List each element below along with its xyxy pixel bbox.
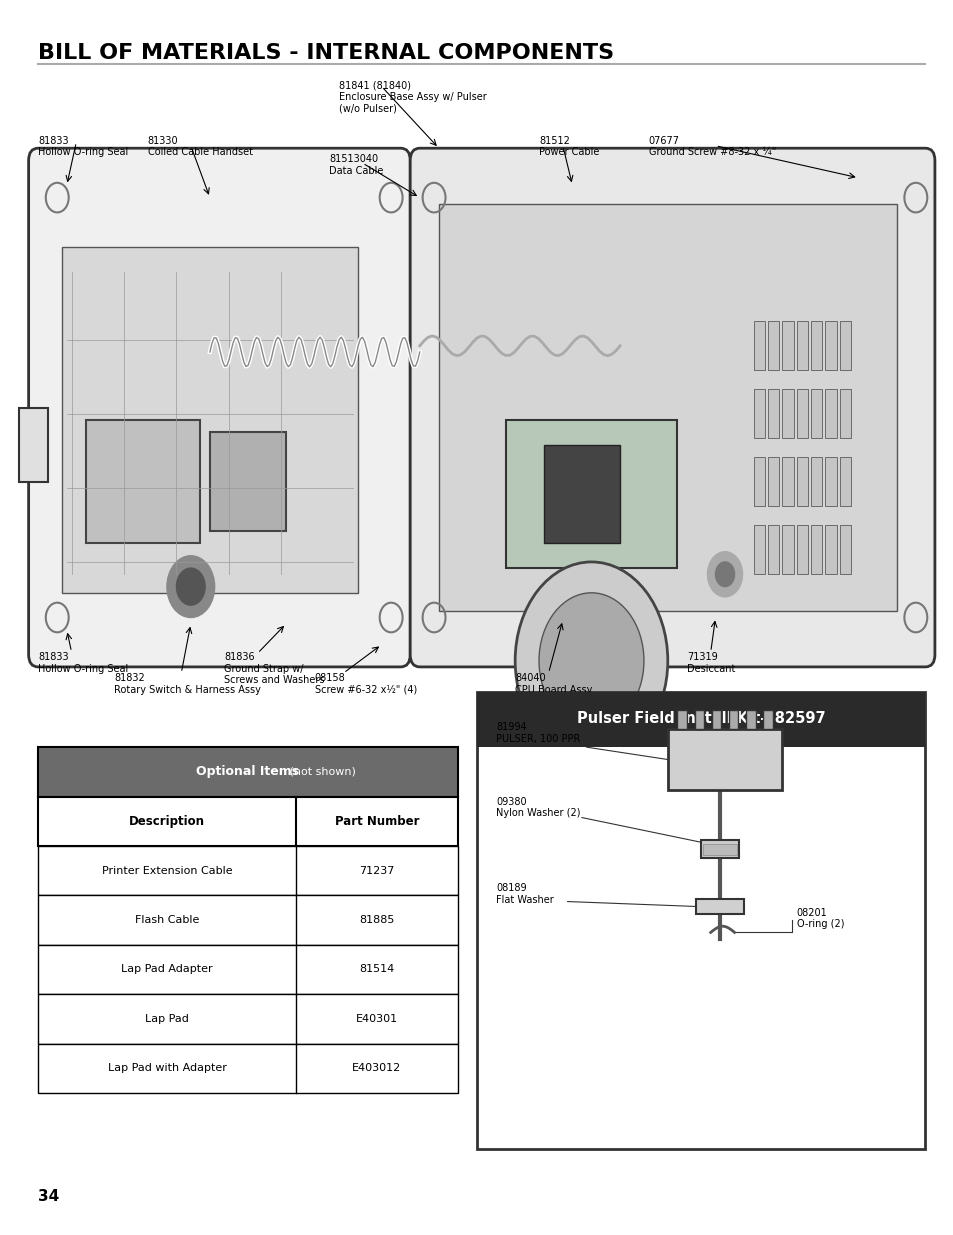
Bar bbox=[753, 321, 764, 370]
Bar bbox=[796, 321, 807, 370]
Text: 81512
Power Cable: 81512 Power Cable bbox=[538, 136, 598, 157]
Text: 81330
Coiled Cable Handset: 81330 Coiled Cable Handset bbox=[148, 136, 253, 157]
Text: Optional Items: Optional Items bbox=[196, 766, 299, 778]
Text: 81832
Rotary Switch & Harness Assy: 81832 Rotary Switch & Harness Assy bbox=[114, 673, 261, 694]
Bar bbox=[824, 321, 836, 370]
Text: 81513040
Data Cable: 81513040 Data Cable bbox=[329, 154, 383, 175]
Bar bbox=[438, 204, 896, 611]
Bar bbox=[781, 321, 793, 370]
Circle shape bbox=[707, 552, 741, 597]
Bar bbox=[810, 525, 821, 574]
FancyBboxPatch shape bbox=[410, 148, 934, 667]
FancyBboxPatch shape bbox=[29, 148, 410, 667]
Circle shape bbox=[538, 593, 643, 729]
Circle shape bbox=[515, 562, 667, 760]
Text: Pulser Field Install Kit—82597: Pulser Field Install Kit—82597 bbox=[577, 711, 824, 726]
Bar bbox=[711, 710, 720, 729]
Text: 71237: 71237 bbox=[358, 866, 395, 876]
Text: Printer Extension Cable: Printer Extension Cable bbox=[102, 866, 232, 876]
Bar bbox=[810, 457, 821, 506]
Bar bbox=[38, 797, 457, 846]
Text: E40301: E40301 bbox=[355, 1014, 397, 1024]
Bar bbox=[728, 710, 738, 729]
Bar bbox=[696, 899, 743, 914]
Bar bbox=[796, 525, 807, 574]
Bar bbox=[694, 710, 703, 729]
Bar bbox=[543, 445, 619, 543]
Circle shape bbox=[176, 568, 205, 605]
Text: Lap Pad with Adapter: Lap Pad with Adapter bbox=[108, 1063, 226, 1073]
Text: 84040
CPU Board Assy: 84040 CPU Board Assy bbox=[515, 673, 592, 694]
Bar bbox=[38, 994, 457, 1044]
Bar bbox=[796, 389, 807, 438]
Bar bbox=[839, 389, 850, 438]
Bar bbox=[19, 408, 48, 482]
Bar bbox=[824, 457, 836, 506]
Text: 71319
Desiccant: 71319 Desiccant bbox=[686, 652, 735, 673]
Bar bbox=[38, 1044, 457, 1093]
Bar bbox=[824, 389, 836, 438]
Text: BILL OF MATERIALS - INTERNAL COMPONENTS: BILL OF MATERIALS - INTERNAL COMPONENTS bbox=[38, 43, 614, 63]
Text: 07677
Ground Screw #8-32 x ¼": 07677 Ground Screw #8-32 x ¼" bbox=[648, 136, 776, 157]
Bar bbox=[210, 432, 286, 531]
Text: (not shown): (not shown) bbox=[286, 767, 355, 777]
Bar bbox=[476, 692, 924, 1149]
Text: 81841 (81840)
Enclosure Base Assy w/ Pulser
(w/o Pulser): 81841 (81840) Enclosure Base Assy w/ Pul… bbox=[338, 80, 486, 114]
Bar bbox=[767, 525, 779, 574]
Bar bbox=[839, 525, 850, 574]
Text: Pulser Field Install Kit—82597: Pulser Field Install Kit—82597 bbox=[577, 711, 824, 726]
Circle shape bbox=[715, 562, 734, 587]
Text: 08201
O-ring (2): 08201 O-ring (2) bbox=[796, 908, 843, 929]
Text: 09380
Nylon Washer (2): 09380 Nylon Washer (2) bbox=[496, 797, 580, 818]
Bar bbox=[38, 747, 457, 797]
Bar bbox=[86, 420, 200, 543]
Bar bbox=[38, 945, 457, 994]
Bar bbox=[839, 457, 850, 506]
Text: Flash Cable: Flash Cable bbox=[134, 915, 199, 925]
Bar bbox=[753, 389, 764, 438]
Bar bbox=[476, 692, 924, 747]
Bar bbox=[781, 389, 793, 438]
Text: 81833
Hollow O-ring Seal: 81833 Hollow O-ring Seal bbox=[38, 652, 129, 673]
Bar bbox=[476, 692, 924, 747]
Bar bbox=[753, 457, 764, 506]
Bar bbox=[767, 389, 779, 438]
Text: 81836
Ground Strap w/
Screws and Washers: 81836 Ground Strap w/ Screws and Washers bbox=[224, 652, 324, 685]
Bar bbox=[824, 525, 836, 574]
Text: 08158
Screw #6-32 x½" (4): 08158 Screw #6-32 x½" (4) bbox=[314, 673, 416, 694]
Bar bbox=[767, 457, 779, 506]
Bar bbox=[745, 710, 755, 729]
Bar bbox=[38, 846, 457, 895]
Text: Lap Pad: Lap Pad bbox=[145, 1014, 189, 1024]
Bar bbox=[839, 321, 850, 370]
Bar bbox=[796, 457, 807, 506]
Bar bbox=[762, 710, 772, 729]
Text: Description: Description bbox=[129, 815, 205, 827]
Bar bbox=[810, 321, 821, 370]
Bar bbox=[700, 840, 739, 858]
Text: 81833
Hollow O-ring Seal: 81833 Hollow O-ring Seal bbox=[38, 136, 129, 157]
Text: E403012: E403012 bbox=[352, 1063, 401, 1073]
Bar bbox=[62, 247, 357, 593]
Text: Lap Pad Adapter: Lap Pad Adapter bbox=[121, 965, 213, 974]
Bar bbox=[38, 895, 457, 945]
Text: 81994
PULSER, 100 PPR: 81994 PULSER, 100 PPR bbox=[496, 722, 579, 743]
Text: 81514: 81514 bbox=[359, 965, 394, 974]
Text: 08189
Flat Washer: 08189 Flat Washer bbox=[496, 883, 554, 904]
Bar bbox=[505, 420, 677, 568]
Circle shape bbox=[167, 556, 214, 618]
Bar bbox=[781, 457, 793, 506]
Bar bbox=[677, 710, 686, 729]
Bar bbox=[767, 321, 779, 370]
Bar bbox=[702, 844, 737, 855]
Text: 34: 34 bbox=[38, 1189, 59, 1204]
Bar bbox=[667, 729, 781, 790]
Text: 81885: 81885 bbox=[358, 915, 395, 925]
Bar bbox=[753, 525, 764, 574]
Text: Part Number: Part Number bbox=[335, 815, 418, 827]
Bar bbox=[810, 389, 821, 438]
Bar bbox=[781, 525, 793, 574]
